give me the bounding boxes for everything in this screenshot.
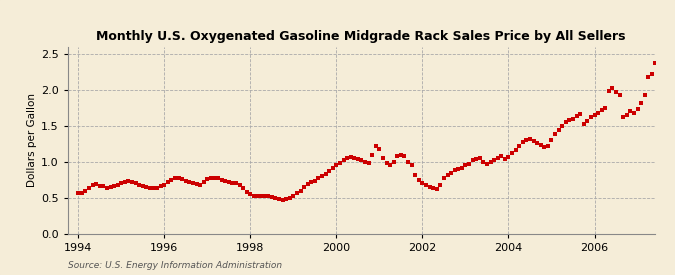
Text: Source: U.S. Energy Information Administration: Source: U.S. Energy Information Administ… <box>68 260 281 270</box>
Y-axis label: Dollars per Gallon: Dollars per Gallon <box>26 93 36 187</box>
Title: Monthly U.S. Oxygenated Gasoline Midgrade Rack Sales Price by All Sellers: Monthly U.S. Oxygenated Gasoline Midgrad… <box>97 30 626 43</box>
